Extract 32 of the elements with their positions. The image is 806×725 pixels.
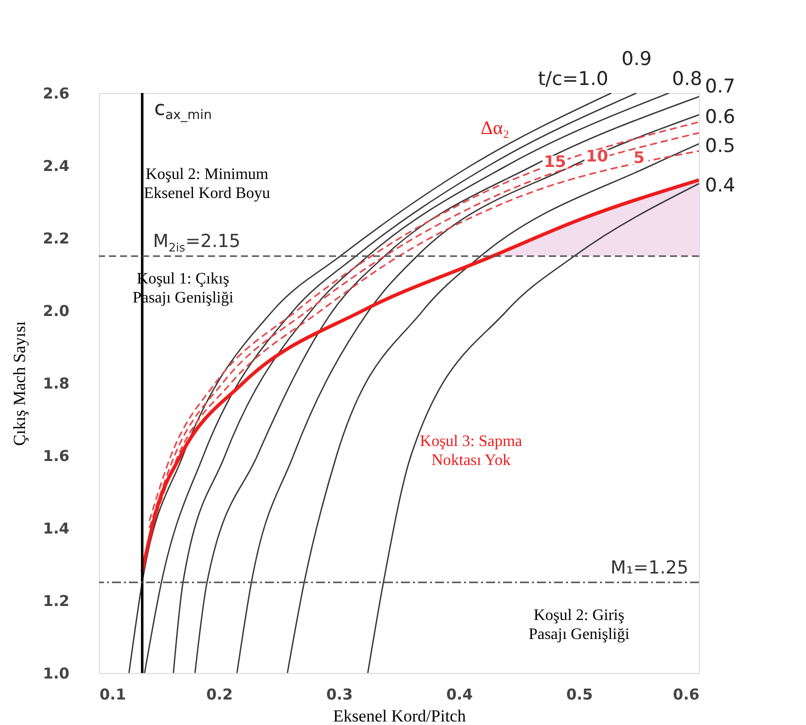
series-label: 5: [633, 148, 645, 167]
x-tick-label: 0.5: [566, 686, 593, 704]
series-label: 0.7: [705, 76, 736, 98]
annotation: Δα₂: [480, 118, 510, 139]
series-label: 0.9: [621, 48, 652, 70]
x-tick-label: 0.1: [100, 686, 126, 704]
series-label: 0.5: [705, 134, 736, 157]
series-label: 0.6: [705, 106, 736, 128]
series-label: 0.8: [672, 68, 702, 90]
x-tick-label: 0.4: [446, 686, 473, 704]
x-tick-label: 0.6: [672, 686, 700, 704]
series-label: t/c=1.0: [538, 68, 608, 90]
series-label: 15: [544, 152, 566, 172]
y-axis-title: Çıkış Mach Sayısı: [10, 320, 29, 446]
annotation: Koşul 2: Giriş Pasajı Genişliği: [528, 607, 630, 643]
y-tick-label: 2.2: [42, 230, 70, 248]
x-tick-label: 0.3: [326, 686, 353, 704]
y-tick-label: 2.6: [42, 84, 70, 102]
x-tick-label: 0.2: [206, 686, 233, 704]
y-tick-label: 1.6: [42, 447, 70, 465]
annotation: Koşul 2: Minimum Eksenel Kord Boyu: [144, 166, 270, 202]
y-tick-label: 1.0: [42, 664, 70, 682]
y-tick-label: 2.0: [42, 302, 70, 320]
y-tick-label: 1.4: [42, 520, 70, 538]
series-label: 10: [586, 146, 608, 166]
y-tick-label: 2.4: [42, 157, 70, 175]
series-label: 0.4: [705, 174, 736, 197]
ref-line-label: M₁=1.25: [610, 557, 688, 578]
y-tick-label: 1.2: [42, 592, 70, 610]
x-axis-title: Eksenel Kord/Pitch: [333, 706, 466, 725]
y-tick-label: 1.8: [42, 374, 70, 392]
annotation: Koşul 3: Sapma Noktası Yok: [420, 433, 522, 469]
